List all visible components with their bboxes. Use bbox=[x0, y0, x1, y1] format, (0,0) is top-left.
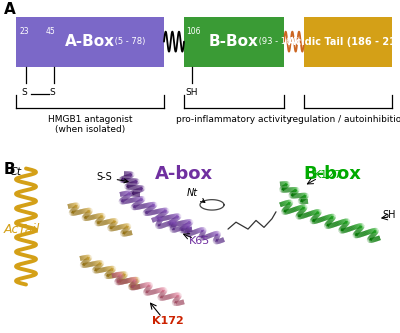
FancyBboxPatch shape bbox=[16, 17, 164, 67]
Text: K172: K172 bbox=[152, 316, 184, 326]
Text: K127: K127 bbox=[314, 170, 342, 180]
Text: (5 - 78): (5 - 78) bbox=[112, 37, 145, 46]
Text: 106: 106 bbox=[186, 27, 200, 36]
Text: SH: SH bbox=[186, 88, 198, 97]
FancyBboxPatch shape bbox=[184, 17, 284, 67]
Text: K65: K65 bbox=[189, 236, 211, 246]
Text: SH: SH bbox=[382, 210, 396, 220]
Text: S: S bbox=[21, 88, 27, 97]
Text: A: A bbox=[4, 2, 16, 17]
Text: HMGB1 antagonist
(when isolated): HMGB1 antagonist (when isolated) bbox=[48, 115, 132, 134]
Text: S: S bbox=[49, 88, 55, 97]
Text: B-Box: B-Box bbox=[209, 34, 259, 49]
Text: A-box: A-box bbox=[155, 165, 213, 183]
Text: A-Box: A-Box bbox=[65, 34, 115, 49]
Text: S-S: S-S bbox=[96, 172, 128, 183]
FancyBboxPatch shape bbox=[304, 17, 392, 67]
Text: regulation / autoinhibition: regulation / autoinhibition bbox=[289, 115, 400, 124]
Text: pro-inflammatory activity: pro-inflammatory activity bbox=[176, 115, 292, 124]
Text: B-box: B-box bbox=[303, 165, 361, 183]
Text: Acidic Tail (186 - 215): Acidic Tail (186 - 215) bbox=[288, 37, 400, 47]
Text: Nt: Nt bbox=[186, 188, 205, 202]
Text: 45: 45 bbox=[46, 27, 56, 36]
Text: B: B bbox=[4, 162, 16, 176]
Text: (93 - 164): (93 - 164) bbox=[256, 37, 300, 46]
Text: AcTail: AcTail bbox=[4, 222, 40, 236]
Text: Ct: Ct bbox=[10, 167, 22, 177]
Text: 23: 23 bbox=[20, 27, 30, 36]
